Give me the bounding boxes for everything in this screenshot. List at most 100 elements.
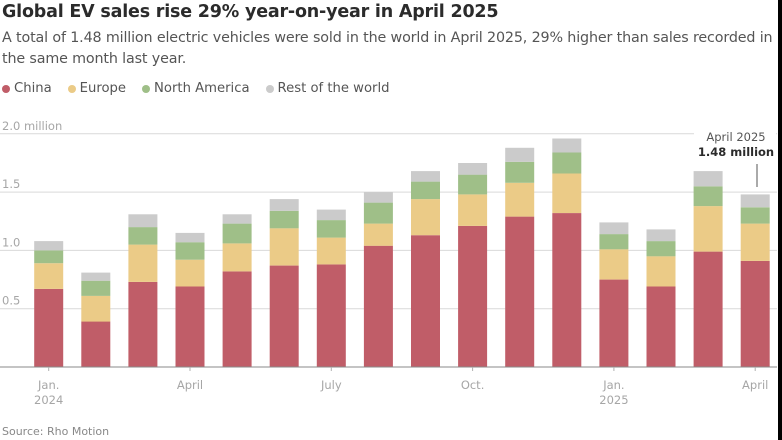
bar-segment-north-america	[552, 152, 582, 174]
bar-segment-europe	[458, 194, 488, 226]
bar-segment-china	[646, 286, 676, 367]
bar-segment-north-america	[599, 234, 629, 250]
bar-segment-china	[316, 264, 346, 367]
bar-segment-europe	[269, 228, 299, 266]
legend-label: China	[14, 81, 52, 96]
bar-stack	[505, 147, 535, 367]
bar-segment-rest-of-the-world	[458, 163, 488, 175]
x-tick-year-label: 2024	[34, 393, 63, 407]
legend: China Europe North America Rest of the w…	[2, 81, 406, 96]
bar-segment-china	[128, 281, 158, 367]
bar-segment-europe	[222, 243, 252, 272]
bar-segment-rest-of-the-world	[175, 232, 205, 243]
annotation-bg	[694, 126, 776, 160]
annotation-month: April 2025	[706, 130, 765, 144]
bar-segment-north-america	[222, 223, 252, 244]
legend-swatch-rest-of-world	[265, 84, 274, 93]
bar-segment-north-america	[269, 210, 299, 229]
chart-title: Global EV sales rise 29% year-on-year in…	[2, 2, 499, 22]
bar-segment-rest-of-the-world	[316, 209, 346, 221]
bar-segment-europe	[552, 173, 582, 213]
y-tick-label: 2.0 million	[2, 119, 62, 133]
bar-segment-north-america	[81, 280, 111, 296]
legend-item-rest-of-world: Rest of the world	[265, 81, 390, 96]
bar-segment-rest-of-the-world	[693, 171, 723, 187]
bar-segment-china	[269, 265, 299, 367]
bar-segment-rest-of-the-world	[505, 147, 535, 162]
legend-item-china: China	[2, 81, 52, 96]
bars	[34, 138, 770, 367]
bar-segment-rest-of-the-world	[128, 214, 158, 228]
bar-stack	[175, 232, 205, 367]
bar-stack	[363, 192, 393, 367]
bar-segment-north-america	[34, 250, 64, 264]
bar-segment-rest-of-the-world	[269, 199, 299, 211]
bar-stack	[316, 209, 346, 367]
bar-segment-europe	[316, 237, 346, 265]
bar-segment-europe	[128, 244, 158, 282]
bar-segment-north-america	[316, 220, 346, 238]
x-tick-label: Oct.	[461, 378, 485, 392]
legend-item-europe: Europe	[67, 81, 126, 96]
bar-segment-north-america	[128, 227, 158, 245]
bar-segment-china	[222, 271, 252, 367]
bar-stack	[458, 163, 488, 367]
bar-segment-china	[175, 286, 205, 367]
bar-segment-china	[411, 235, 440, 367]
bar-segment-china	[458, 225, 488, 367]
bar-segment-europe	[505, 182, 535, 217]
bar-stack	[693, 171, 723, 367]
bar-segment-europe	[740, 223, 770, 261]
legend-swatch-north-america	[142, 84, 151, 93]
bar-segment-north-america	[505, 161, 535, 183]
bar-segment-rest-of-the-world	[740, 194, 770, 208]
bar-segment-north-america	[175, 242, 205, 260]
bar-segment-europe	[646, 256, 676, 287]
bar-segment-europe	[411, 199, 440, 236]
annotation: April 2025 1.48 million	[694, 126, 776, 187]
bar-segment-rest-of-the-world	[411, 171, 440, 182]
bar-segment-china	[740, 260, 770, 367]
legend-item-north-america: North America	[142, 81, 250, 96]
bar-segment-rest-of-the-world	[363, 192, 393, 203]
bar-segment-china	[363, 245, 393, 367]
source-note: Source: Rho Motion	[2, 425, 110, 438]
x-tick-year-label: 2025	[599, 393, 628, 407]
bar-segment-china	[599, 279, 629, 367]
legend-label: Rest of the world	[277, 81, 390, 96]
bar-stack	[34, 241, 64, 367]
bar-segment-china	[505, 216, 535, 367]
bar-segment-china	[552, 213, 582, 367]
bar-segment-north-america	[693, 186, 723, 207]
bar-stack	[552, 138, 582, 367]
bar-segment-north-america	[458, 174, 488, 195]
bar-segment-rest-of-the-world	[599, 222, 629, 235]
right-edge-border	[778, 0, 782, 440]
bar-segment-rest-of-the-world	[81, 272, 111, 281]
chart-subtitle: A total of 1.48 million electric vehicle…	[2, 30, 773, 67]
bar-segment-rest-of-the-world	[646, 229, 676, 242]
bar-segment-europe	[34, 263, 64, 289]
x-tick-label: Jan.	[602, 378, 624, 392]
bar-stack	[269, 199, 299, 367]
bar-stack	[740, 194, 770, 367]
x-tick-label: April	[742, 378, 768, 392]
bar-segment-china	[34, 288, 64, 367]
bar-stack	[222, 214, 252, 367]
bar-stack	[646, 229, 676, 367]
bar-segment-north-america	[646, 241, 676, 257]
bar-stack	[599, 222, 629, 367]
bar-segment-rest-of-the-world	[34, 241, 64, 251]
y-tick-label: 0.5	[2, 294, 20, 308]
bar-segment-china	[693, 251, 723, 367]
bar-segment-europe	[175, 259, 205, 287]
legend-swatch-europe	[67, 84, 76, 93]
bar-segment-north-america	[740, 207, 770, 224]
bar-segment-china	[81, 321, 111, 367]
x-tick-label: April	[177, 378, 203, 392]
y-tick-label: 1.0	[2, 235, 20, 249]
x-tick-label: Jan.	[37, 378, 59, 392]
y-tick-label: 1.5	[2, 177, 20, 191]
